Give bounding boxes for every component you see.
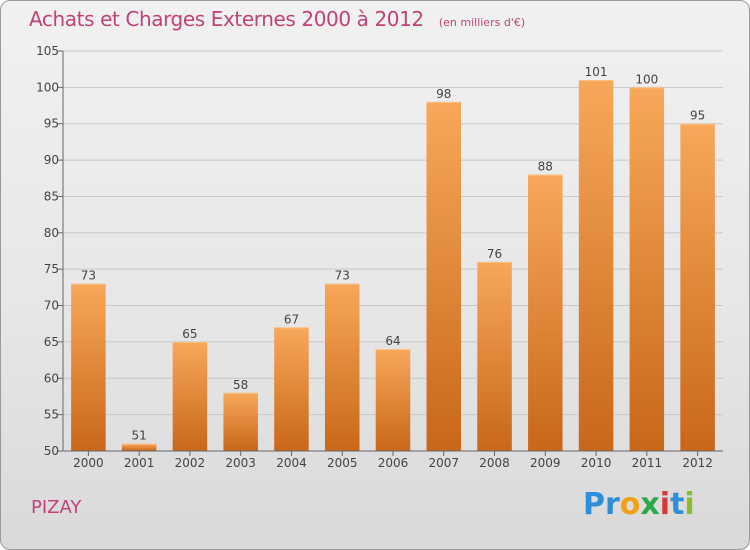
bar [223,392,258,451]
x-tick-label: 2012 [682,456,713,470]
bar [680,123,715,452]
logo-letter: t [670,487,685,522]
x-tick-label: 2011 [632,456,663,470]
logo-letter: x [640,487,660,522]
bar [121,443,157,451]
x-tick-label: 2007 [428,456,459,470]
bars: 73 51 65 58 67 73 64 98 76 88 101 100 95 [71,65,715,452]
x-tick-label: 2005 [327,456,358,470]
axes: 50 55 60 65 70 75 80 85 90 95 100 105 2000 2001 2002 20… [36,44,723,470]
bar [274,327,309,451]
commune-name: PIZAY [31,497,82,518]
data-label: 73 [81,269,96,283]
logo-letter: r [605,487,620,522]
data-label: 51 [132,429,147,443]
x-tick-label: 2010 [581,456,612,470]
bar [578,80,614,451]
y-tick-label: 55 [44,408,59,422]
data-label: 73 [335,269,350,283]
data-label: 88 [538,160,553,174]
x-tick-label: 2006 [378,456,409,470]
y-tick-label: 50 [44,444,59,458]
bar [71,283,106,451]
logo-letter: i [684,487,695,522]
data-label: 64 [385,334,400,348]
x-tick-label: 2008 [479,456,510,470]
bar [324,283,360,451]
x-tick-label: 2001 [124,456,155,470]
bar [426,101,462,451]
data-label: 100 [635,72,658,86]
chart-title-block: Achats et Charges Externes 2000 à 2012 (… [29,7,525,31]
y-tick-label: 90 [44,153,59,167]
y-tick-label: 80 [44,226,59,240]
data-label: 76 [487,247,502,261]
data-label: 58 [233,378,248,392]
y-tick-label: 105 [36,44,59,58]
data-label: 95 [690,109,705,123]
data-label: 98 [436,87,451,101]
x-tick-label: 2002 [175,456,206,470]
bar [375,349,411,451]
y-tick-label: 70 [44,299,59,313]
bar [629,87,665,451]
chart-title: Achats et Charges Externes 2000 à 2012 [29,7,424,31]
x-tick-label: 2000 [73,456,104,470]
y-tick-label: 75 [44,262,59,276]
data-label: 67 [284,312,299,326]
bar [528,174,563,452]
bar [172,341,208,451]
logo-letter: P [583,487,605,522]
chart-unit: (en milliers d'€) [438,16,526,29]
logo-letter: o [619,487,641,522]
logo-letter: i [659,487,671,522]
bar [477,261,512,451]
data-label: 65 [182,327,197,341]
data-label: 101 [585,65,608,79]
y-tick-label: 65 [44,335,59,349]
proxiti-logo: Proxiti [583,487,695,522]
y-tick-label: 95 [44,117,59,131]
x-tick-label: 2004 [276,456,307,470]
y-tick-label: 60 [44,371,59,385]
y-tick-label: 100 [36,80,59,94]
x-tick-label: 2009 [530,456,561,470]
y-tick-label: 85 [44,189,59,203]
x-tick-label: 2003 [225,456,256,470]
